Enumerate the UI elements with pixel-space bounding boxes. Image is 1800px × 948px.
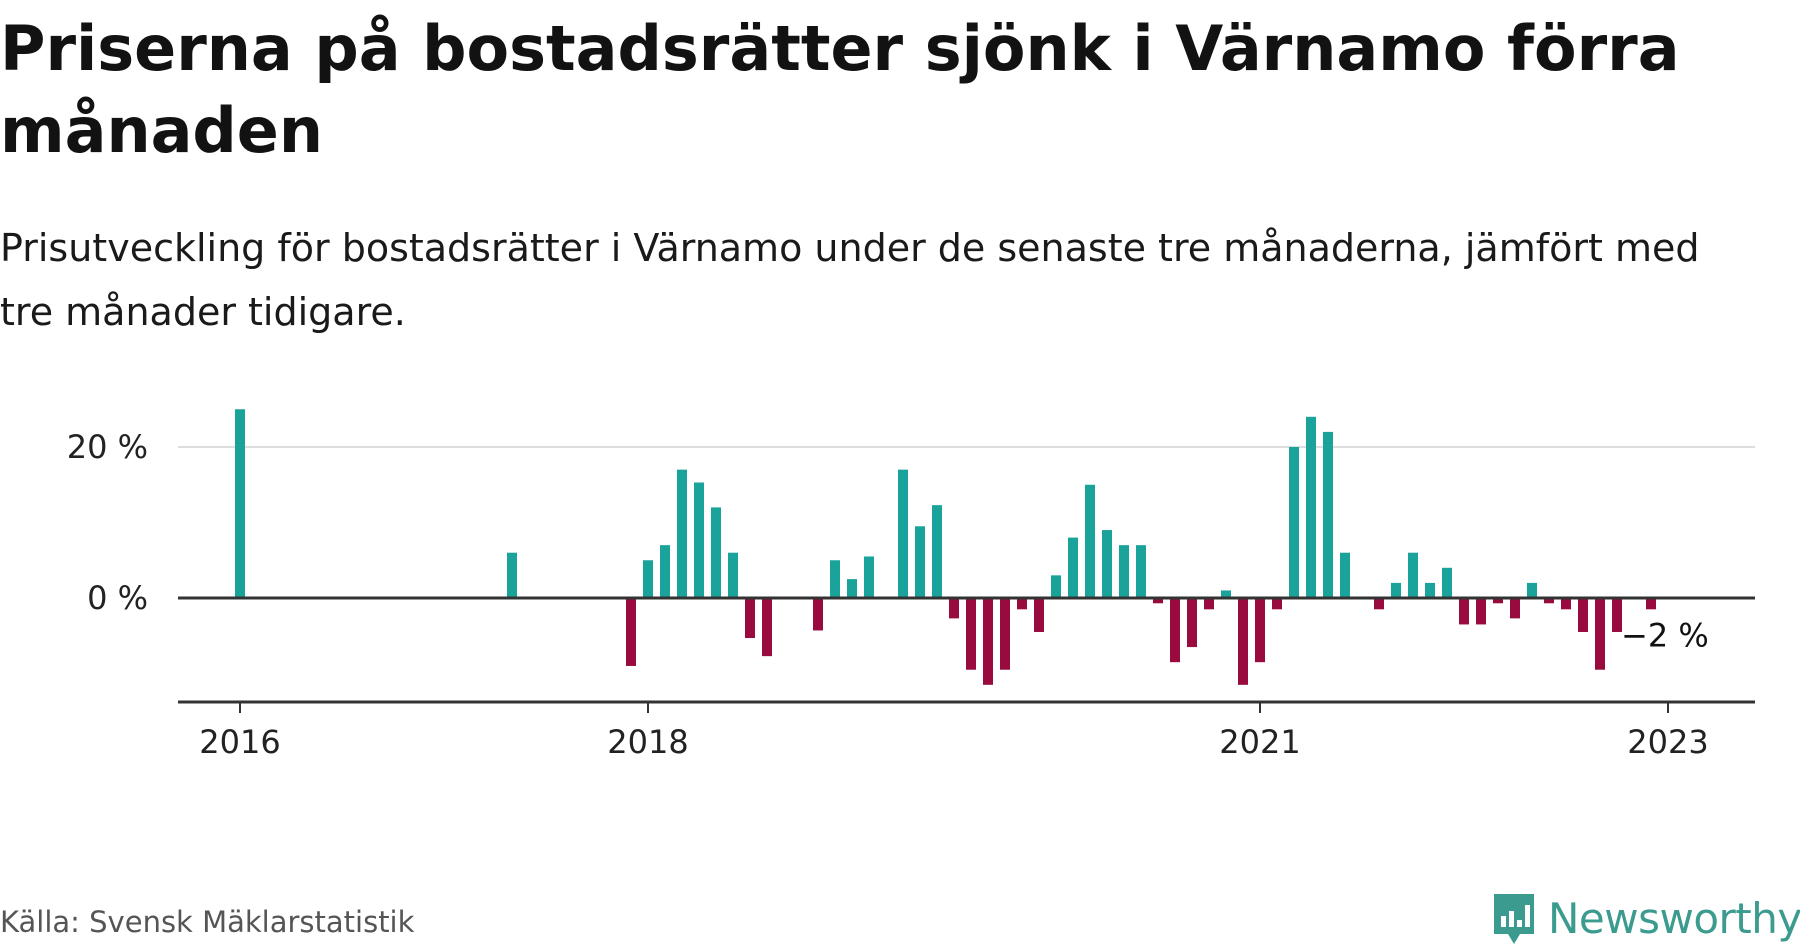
bar xyxy=(949,598,959,619)
bar xyxy=(711,507,721,598)
bar xyxy=(966,598,976,670)
bar xyxy=(847,579,857,598)
bar xyxy=(1510,598,1520,619)
bar xyxy=(235,409,245,598)
bar xyxy=(1408,552,1418,598)
bar xyxy=(1221,590,1231,598)
x-tick-label: 2023 xyxy=(1627,723,1708,761)
bar xyxy=(983,598,993,685)
bar xyxy=(1289,447,1299,598)
bar xyxy=(1153,598,1163,604)
bar xyxy=(1017,598,1027,610)
bar xyxy=(1425,582,1435,598)
bar xyxy=(694,482,704,598)
axis-layer: 0 % 20 % 2016 2018 2021 2023 −2 % xyxy=(67,428,1755,761)
y-tick-label: 20 % xyxy=(67,428,148,466)
bar xyxy=(1612,598,1622,632)
bar xyxy=(1187,598,1197,648)
bar xyxy=(1527,582,1537,598)
bar xyxy=(1476,598,1486,625)
bar xyxy=(1136,545,1146,598)
bars-layer xyxy=(235,409,1656,685)
bar xyxy=(1238,598,1248,685)
bar xyxy=(898,469,908,598)
bar xyxy=(1102,530,1112,598)
bar xyxy=(1170,598,1180,663)
bar xyxy=(830,560,840,598)
bar xyxy=(1204,598,1214,610)
bar xyxy=(1374,598,1384,610)
bar xyxy=(1255,598,1265,663)
brand-logo: Newsworthy xyxy=(1490,888,1800,948)
bar xyxy=(1493,598,1503,604)
brand-name: Newsworthy xyxy=(1548,893,1800,943)
value-label: −2 % xyxy=(1621,616,1709,654)
bar xyxy=(1544,598,1554,604)
bar xyxy=(643,560,653,598)
bar xyxy=(1595,598,1605,670)
chart-title: Priserna på bostadsrätter sjönk i Värnam… xyxy=(0,12,1680,167)
bar xyxy=(1306,416,1316,598)
bar xyxy=(864,556,874,598)
x-tick-label: 2016 xyxy=(199,723,280,761)
bar xyxy=(1391,582,1401,598)
bar xyxy=(728,552,738,598)
x-tick-label: 2018 xyxy=(607,723,688,761)
bar xyxy=(762,598,772,657)
bar xyxy=(660,545,670,598)
bar xyxy=(1119,545,1129,598)
bar-chart: 0 % 20 % 2016 2018 2021 2023 −2 % xyxy=(67,409,1755,761)
bar xyxy=(1085,484,1095,598)
bar xyxy=(1068,537,1078,598)
source-note: Källa: Svensk Mäklarstatistik xyxy=(0,905,415,939)
bar xyxy=(677,469,687,598)
bar xyxy=(915,526,925,598)
bar xyxy=(1646,598,1656,610)
bar xyxy=(745,598,755,639)
bar xyxy=(1272,598,1282,610)
bar xyxy=(1034,598,1044,632)
bar xyxy=(932,505,942,598)
bar xyxy=(1340,552,1350,598)
x-tick-label: 2021 xyxy=(1219,723,1300,761)
bar xyxy=(1000,598,1010,670)
bar xyxy=(813,598,823,631)
bar xyxy=(1578,598,1588,632)
bar xyxy=(1051,575,1061,598)
bar xyxy=(1442,567,1452,598)
y-tick-label: 0 % xyxy=(87,579,148,617)
bar xyxy=(507,552,517,598)
newsworthy-logo-icon xyxy=(1494,894,1534,944)
bar xyxy=(1561,598,1571,610)
bar xyxy=(626,598,636,666)
bar xyxy=(1323,431,1333,598)
chart-subtitle: Prisutveckling för bostadsrätter i Värna… xyxy=(0,226,1700,334)
bar xyxy=(1459,598,1469,625)
